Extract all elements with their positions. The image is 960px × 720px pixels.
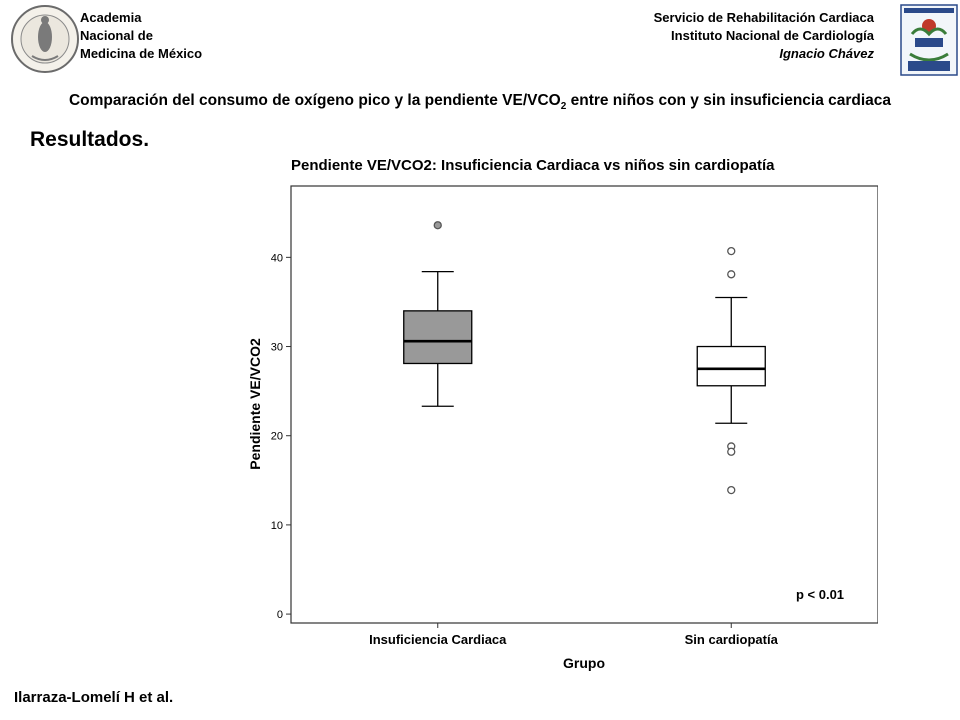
author-credit: Ilarraza-Lomelí H et al.: [14, 689, 174, 706]
subtitle-text: Comparación del consumo de oxígeno pico …: [68, 92, 561, 109]
plot-frame: [290, 185, 878, 624]
outlier-point: [433, 221, 442, 230]
x-axis: Insuficiencia Cardiaca Sin cardiopatía: [369, 623, 779, 647]
p-value-annotation: p < 0.01: [796, 587, 844, 602]
boxes-group: [403, 221, 766, 495]
header-left-line: Academia: [80, 10, 142, 25]
outlier-point: [727, 246, 736, 256]
subtitle-subscript: 2: [560, 101, 567, 113]
academia-seal-logo: [11, 5, 79, 73]
header-left-line: Nacional de: [80, 28, 153, 43]
outlier-point: [727, 270, 736, 279]
x-axis-label: Grupo: [563, 655, 605, 671]
y-tick-label: 0: [277, 609, 283, 621]
boxplot-chart: Pendiente VE/VCO2: Insuficiencia Cardiac…: [247, 157, 878, 671]
x-tick-label: Insuficiencia Cardiaca: [369, 632, 507, 647]
chart-title: Pendiente VE/VCO2: Insuficiencia Cardiac…: [291, 157, 775, 174]
header-institution-left: Academia Nacional de Medicina de México: [80, 9, 202, 63]
header-left-line: Medicina de México: [80, 46, 203, 61]
y-tick-label: 40: [271, 252, 283, 264]
subtitle-text-end: entre niños con y sin insuficiencia card…: [566, 92, 892, 109]
y-tick-label: 10: [271, 520, 283, 532]
iqr-box: [403, 310, 473, 365]
outlier-point: [727, 485, 736, 495]
section-title: Resultados.: [30, 128, 150, 151]
y-tick-label: 20: [271, 431, 283, 443]
x-tick-label: Sin cardiopatía: [685, 632, 779, 647]
iqr-box: [696, 345, 766, 387]
outlier-point: [727, 447, 736, 456]
y-tick-label: 30: [271, 342, 283, 354]
cardiologia-crest-logo: [900, 4, 958, 76]
header-institution-right: Servicio de Rehabilitación Cardiaca Inst…: [654, 9, 874, 63]
y-axis: 0 10 20 30 40: [271, 252, 291, 621]
slide-subtitle: Comparación del consumo de oxígeno pico …: [0, 92, 960, 112]
box-insuficiencia-cardiaca: [403, 221, 473, 407]
header-right-line: Instituto Nacional de Cardiología: [671, 28, 874, 43]
box-sin-cardiopatia: [696, 246, 766, 495]
header-right-line: Ignacio Chávez: [779, 46, 874, 61]
y-axis-label: Pendiente VE/VCO2: [247, 338, 263, 470]
header-right-line: Servicio de Rehabilitación Cardiaca: [653, 10, 874, 25]
